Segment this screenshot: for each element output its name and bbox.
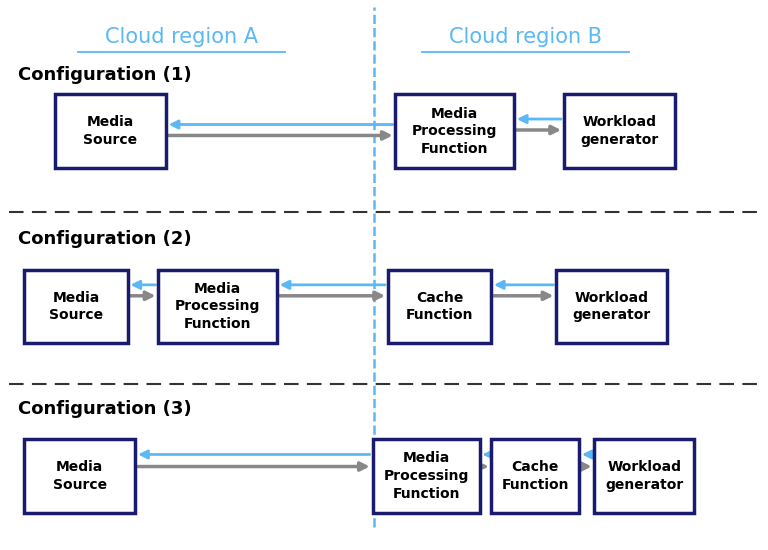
- FancyBboxPatch shape: [564, 95, 675, 168]
- FancyBboxPatch shape: [388, 270, 491, 343]
- Text: Workload
generator: Workload generator: [580, 116, 658, 147]
- FancyBboxPatch shape: [491, 439, 579, 513]
- Text: Workload
generator: Workload generator: [572, 290, 650, 322]
- Text: Cloud region B: Cloud region B: [449, 27, 602, 47]
- FancyBboxPatch shape: [594, 439, 694, 513]
- Text: Workload
generator: Workload generator: [605, 460, 684, 492]
- FancyBboxPatch shape: [25, 439, 135, 513]
- FancyBboxPatch shape: [396, 95, 514, 168]
- Text: Configuration (3): Configuration (3): [18, 400, 192, 418]
- Text: Media
Processing
Function: Media Processing Function: [383, 451, 468, 501]
- Text: Media
Processing
Function: Media Processing Function: [412, 107, 498, 156]
- FancyBboxPatch shape: [556, 270, 667, 343]
- Text: Cache
Function: Cache Function: [406, 290, 473, 322]
- Text: Media
Source: Media Source: [84, 116, 137, 147]
- FancyBboxPatch shape: [372, 439, 480, 513]
- Text: Media
Processing
Function: Media Processing Function: [175, 282, 260, 331]
- FancyBboxPatch shape: [158, 270, 277, 343]
- FancyBboxPatch shape: [55, 95, 166, 168]
- Text: Cache
Function: Cache Function: [502, 460, 569, 492]
- Text: Cloud region A: Cloud region A: [104, 27, 258, 47]
- FancyBboxPatch shape: [25, 270, 127, 343]
- Text: Media
Source: Media Source: [53, 460, 107, 492]
- Text: Media
Source: Media Source: [49, 290, 103, 322]
- Text: Configuration (1): Configuration (1): [18, 66, 192, 84]
- Text: Configuration (2): Configuration (2): [18, 230, 192, 249]
